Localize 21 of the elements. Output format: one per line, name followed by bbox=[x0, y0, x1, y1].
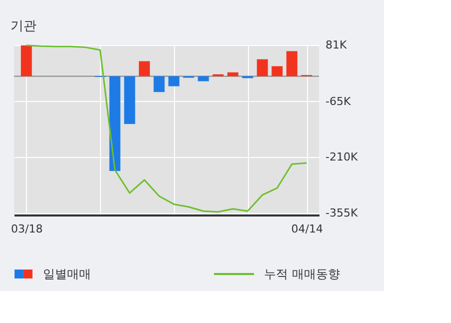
y-tick-label: 81K bbox=[326, 38, 348, 52]
bar bbox=[124, 76, 136, 124]
bar bbox=[20, 45, 32, 76]
bar bbox=[109, 76, 120, 172]
legend-label: 일별매매 bbox=[43, 267, 91, 281]
chart-title: 기관 bbox=[10, 19, 37, 34]
bar bbox=[256, 59, 268, 76]
x-tick-label: 03/18 bbox=[11, 222, 43, 236]
x-tick-label: 04/14 bbox=[291, 222, 323, 236]
bar bbox=[272, 66, 283, 76]
line-series bbox=[26, 44, 308, 213]
bar bbox=[198, 76, 209, 82]
bar bbox=[227, 72, 238, 76]
bar bbox=[168, 76, 180, 86]
bar bbox=[154, 76, 165, 92]
y-tick-label: -355K bbox=[326, 206, 358, 220]
legend-label: 누적 매매동향 bbox=[264, 267, 340, 281]
y-tick-label: -65K bbox=[326, 94, 352, 108]
bar bbox=[138, 61, 150, 76]
bar bbox=[286, 51, 298, 76]
y-tick-label: -210K bbox=[326, 150, 358, 164]
